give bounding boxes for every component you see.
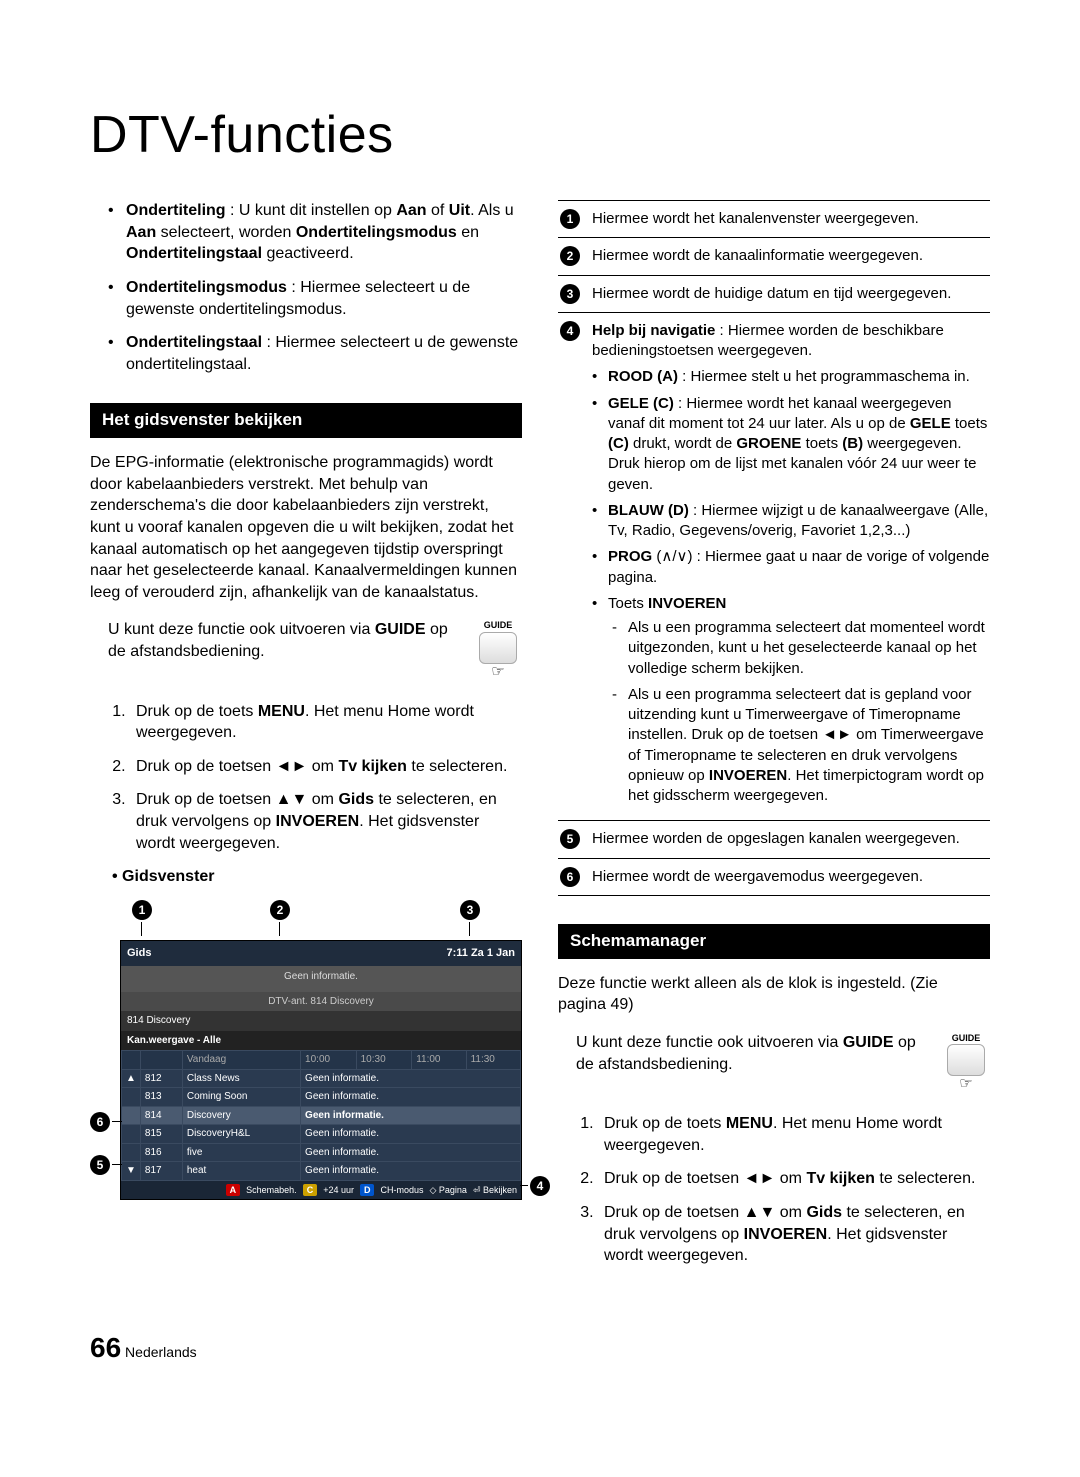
- opt-ondertiteling: Ondertiteling : U kunt dit instellen op …: [126, 200, 522, 265]
- guide-tip-row: U kunt deze functie ook uitvoeren via GU…: [108, 619, 522, 678]
- heading-gidsvenster: Het gidsvenster bekijken: [90, 403, 522, 438]
- callout-2: 2: [270, 900, 290, 920]
- left-column: Ondertiteling : U kunt dit instellen op …: [90, 200, 522, 1279]
- epg-now-channel: 814 Discovery: [121, 1011, 521, 1031]
- schemamanager-paragraph: Deze functie werkt alleen als de klok is…: [558, 973, 990, 1016]
- steps-list-1: Druk op de toets MENU. Het menu Home wor…: [130, 701, 522, 855]
- heading-schemamanager: Schemamanager: [558, 924, 990, 959]
- epg-mode: Kan.weergave - Alle: [121, 1031, 521, 1051]
- epg-infobox: Geen informatie.: [121, 966, 521, 992]
- callout-6: 6: [90, 1112, 122, 1132]
- epg-intro-paragraph: De EPG-informatie (elektronische program…: [90, 452, 522, 603]
- epg-footer: ASchemabeh. C+24 uur DCH-modus ◇ Pagina …: [121, 1181, 521, 1199]
- epg-infosub: DTV-ant. 814 Discovery: [121, 992, 521, 1012]
- page-footer: 66 Nederlands: [90, 1329, 990, 1367]
- callout-1: 1: [132, 900, 152, 920]
- epg-datetime: 7:11 Za 1 Jan: [447, 946, 516, 961]
- epg-title: Gids: [127, 946, 151, 961]
- guide-button-icon: GUIDE ☞: [474, 619, 522, 678]
- right-column: 1Hiermee wordt het kanalenvenster weerge…: [558, 200, 990, 1279]
- callout-reference-table: 1Hiermee wordt het kanalenvenster weerge…: [558, 200, 990, 896]
- steps-list-2: Druk op de toets MENU. Het menu Home wor…: [598, 1113, 990, 1267]
- opt-ondertitelingstaal: Ondertitelingstaal : Hiermee selecteert …: [126, 332, 522, 375]
- callout-5: 5: [90, 1155, 122, 1175]
- page-title: DTV-functies: [90, 100, 990, 170]
- epg-grid: Vandaag 10:00 10:30 11:00 11:30 ▲812Clas…: [121, 1050, 521, 1181]
- gidsvenster-label: Gidsvenster: [122, 868, 214, 885]
- callout-3: 3: [460, 900, 480, 920]
- guide-button-icon: GUIDE ☞: [942, 1032, 990, 1091]
- subtitle-options-list: Ondertiteling : U kunt dit instellen op …: [126, 200, 522, 375]
- callout-4: 4: [520, 1176, 550, 1196]
- epg-screenshot: 1 2 3 6 5 Gids 7:11 Za 1 Jan Geen inform…: [90, 900, 522, 1200]
- guide-tip-row-2: U kunt deze functie ook uitvoeren via GU…: [576, 1032, 990, 1091]
- opt-ondertitelingsmodus: Ondertitelingsmodus : Hiermee selecteert…: [126, 277, 522, 320]
